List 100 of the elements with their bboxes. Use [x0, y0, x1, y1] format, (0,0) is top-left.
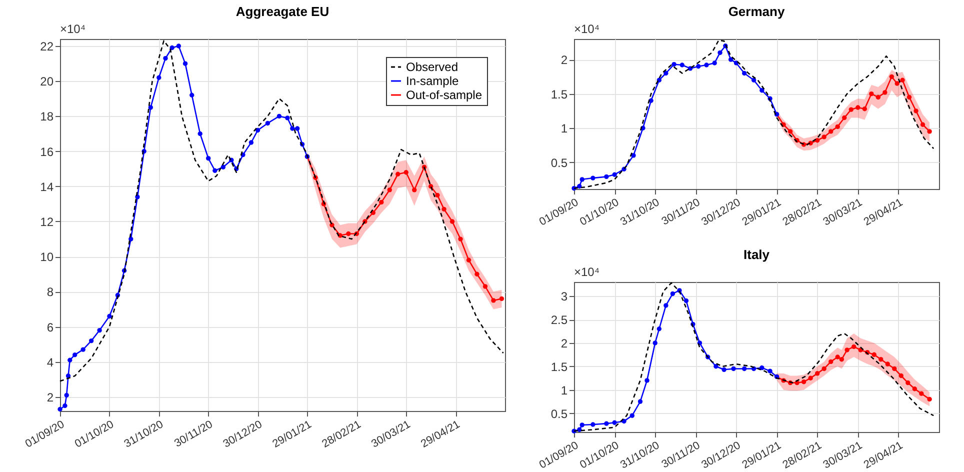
- point: [182, 61, 188, 66]
- point: [872, 352, 876, 357]
- chart-title: Aggreagate EU: [236, 4, 330, 19]
- point: [672, 62, 676, 67]
- point: [869, 91, 874, 96]
- point: [58, 406, 62, 412]
- point: [148, 105, 153, 110]
- point: [814, 138, 820, 143]
- point: [255, 128, 260, 133]
- y-tick-label: 0.5: [550, 156, 568, 170]
- point: [842, 115, 847, 120]
- y-tick-label: 22: [40, 40, 54, 54]
- point: [577, 184, 582, 189]
- y-tick-label: 10: [40, 250, 54, 264]
- legend-label: In-sample: [406, 74, 460, 88]
- point: [912, 386, 918, 392]
- point: [900, 78, 905, 82]
- point: [878, 357, 884, 362]
- point: [801, 380, 806, 384]
- y-tick-label: 12: [40, 214, 54, 229]
- point: [450, 219, 455, 224]
- point: [680, 62, 684, 68]
- point: [206, 156, 211, 161]
- point: [220, 164, 226, 170]
- point: [412, 188, 417, 192]
- point: [742, 366, 747, 372]
- point: [664, 303, 668, 308]
- point: [848, 107, 854, 112]
- point: [630, 413, 634, 418]
- point: [590, 176, 596, 180]
- point: [920, 122, 926, 127]
- point: [889, 74, 894, 80]
- point: [631, 153, 636, 158]
- point: [491, 298, 496, 303]
- y-tick-label: 4: [46, 355, 54, 370]
- point: [294, 126, 300, 131]
- point: [198, 131, 202, 136]
- point: [435, 192, 440, 198]
- point: [742, 70, 747, 76]
- point: [107, 314, 112, 319]
- y-tick-label: 2: [46, 390, 54, 404]
- y-tick-label: 6: [46, 320, 54, 334]
- point: [856, 105, 860, 110]
- point: [894, 81, 900, 86]
- point: [290, 126, 295, 131]
- y-tick-label: 1.5: [550, 360, 568, 374]
- point: [862, 106, 867, 112]
- point: [664, 70, 668, 76]
- point: [604, 174, 609, 180]
- y-tick-label: 3: [560, 290, 568, 304]
- y-tick-label: 16: [40, 144, 54, 159]
- point: [170, 45, 174, 50]
- chart-title: Italy: [743, 247, 770, 262]
- point: [914, 108, 918, 114]
- point: [379, 200, 384, 205]
- point: [828, 129, 834, 134]
- point: [190, 92, 194, 98]
- point: [285, 116, 290, 120]
- point: [276, 114, 282, 119]
- point: [458, 236, 463, 242]
- point: [808, 376, 813, 380]
- point: [844, 348, 850, 352]
- point: [638, 399, 643, 404]
- point: [835, 124, 840, 130]
- y-tick-label: 20: [40, 74, 54, 89]
- point: [474, 272, 480, 276]
- point: [919, 391, 924, 396]
- point: [612, 420, 617, 425]
- point: [828, 359, 834, 364]
- point: [760, 365, 764, 370]
- point: [442, 206, 446, 212]
- legend-label: Out-of-sample: [406, 88, 482, 102]
- point: [652, 340, 658, 346]
- point: [396, 172, 400, 176]
- point: [731, 366, 736, 372]
- point: [885, 362, 890, 366]
- point: [906, 380, 910, 386]
- point: [822, 366, 826, 372]
- y-tick-label: 2.5: [550, 313, 568, 327]
- point: [62, 403, 68, 408]
- point: [814, 371, 820, 376]
- point: [580, 422, 584, 428]
- point: [712, 60, 717, 66]
- y-tick-label: 14: [40, 180, 54, 194]
- point: [72, 352, 78, 358]
- point: [248, 140, 254, 145]
- point: [898, 373, 904, 378]
- point: [656, 326, 662, 332]
- point: [482, 284, 488, 289]
- point: [684, 298, 689, 304]
- y-tick-label: 2: [560, 53, 568, 68]
- line-series: [59, 40, 504, 382]
- point: [404, 170, 408, 175]
- point: [156, 75, 162, 80]
- legend-label: Observed: [406, 60, 458, 74]
- y-tick-label: 1.5: [550, 87, 568, 102]
- point: [97, 328, 102, 333]
- point: [892, 366, 897, 372]
- point: [839, 357, 844, 362]
- y-tick-label: 0.5: [550, 406, 568, 421]
